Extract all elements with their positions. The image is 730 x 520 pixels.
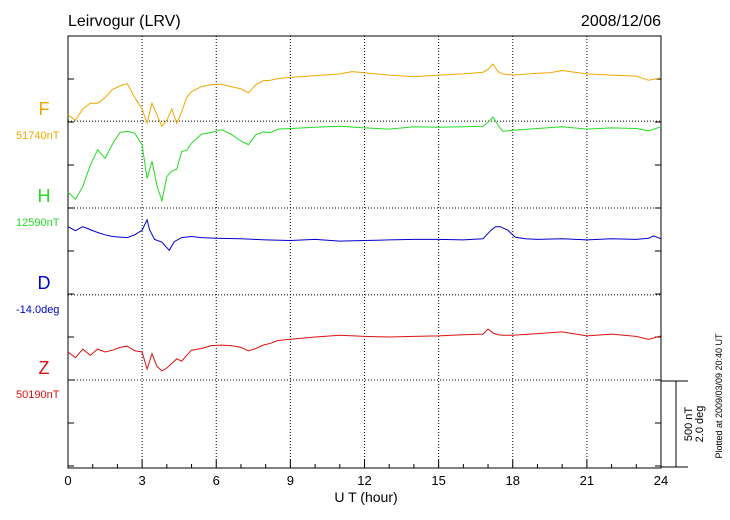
x-tick-label: 12 — [357, 473, 371, 488]
x-tick-label: 0 — [64, 473, 71, 488]
scale-bar: 500 nT 2.0 deg — [661, 380, 706, 468]
grid-lines — [68, 36, 661, 468]
x-tick-label: 18 — [506, 473, 520, 488]
series-name-d: D — [38, 273, 51, 293]
x-tick-label: 21 — [580, 473, 594, 488]
x-tick-label: 15 — [431, 473, 445, 488]
series-name-f: F — [39, 99, 50, 119]
series-layer — [67, 63, 662, 372]
series-line-d — [67, 218, 662, 252]
x-tick-label: 9 — [287, 473, 294, 488]
x-axis-ticks: 0 3 6 9 12 15 18 21 24 — [64, 460, 668, 488]
chart-title: Leirvogur (LRV) — [68, 13, 181, 30]
scale-bar-label-nt: 500 nT — [683, 407, 695, 442]
series-line-f — [67, 63, 662, 128]
series-baseline-f: 51740nT — [16, 130, 60, 142]
plotted-note: Plotted at 2009/03/09 20:40 UT — [714, 333, 724, 459]
x-tick-label: 24 — [654, 473, 668, 488]
series-baseline-h: 12590nT — [16, 217, 60, 229]
x-axis-label: U T (hour) — [334, 489, 397, 505]
series-name-h: H — [38, 186, 51, 206]
x-tick-label: 3 — [139, 473, 146, 488]
x-tick-label: 6 — [213, 473, 220, 488]
series-labels: F 51740nT H 12590nT D -14.0deg Z 50190nT — [16, 99, 60, 401]
series-line-z — [67, 328, 662, 372]
y-tick-marks — [68, 78, 661, 467]
series-line-h — [67, 116, 662, 203]
series-baseline-d: -14.0deg — [16, 304, 59, 316]
series-name-z: Z — [39, 358, 50, 378]
chart-date: 2008/12/06 — [581, 13, 661, 30]
scale-bar-label-deg: 2.0 deg — [694, 406, 706, 443]
series-baseline-z: 50190nT — [16, 389, 60, 401]
